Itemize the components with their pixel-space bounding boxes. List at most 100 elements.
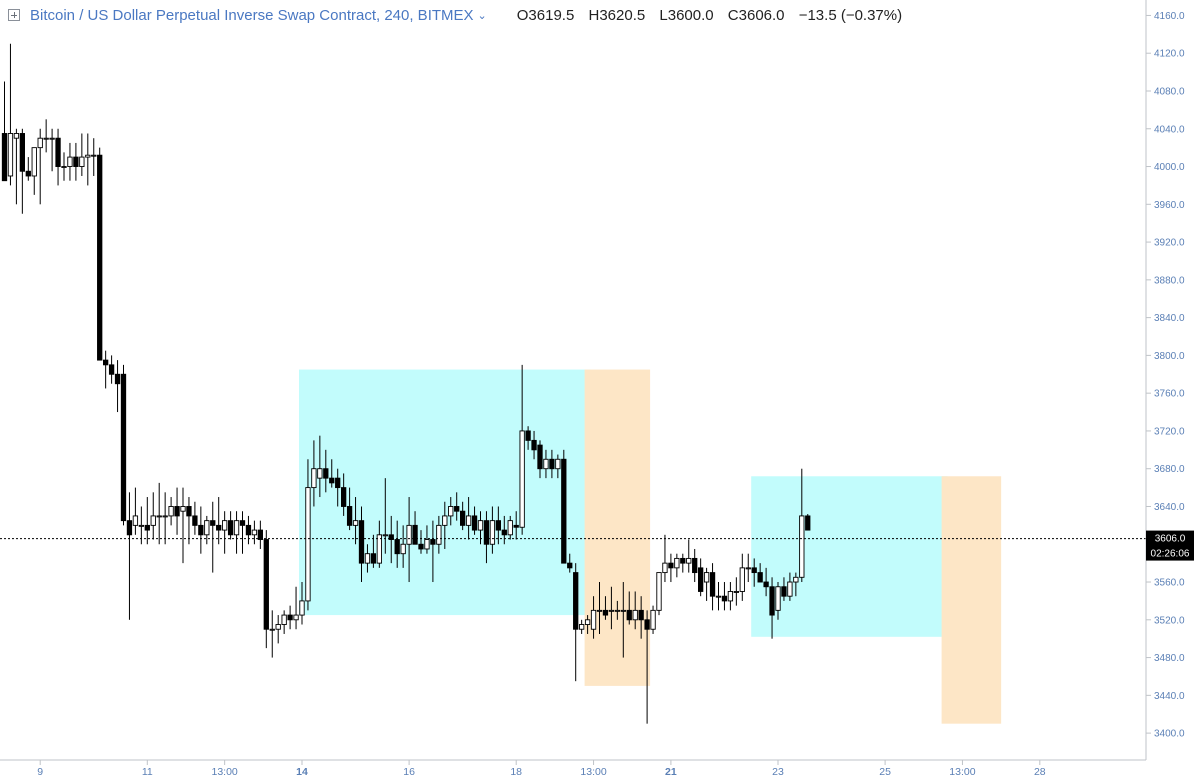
candle <box>656 572 662 616</box>
candle-body <box>763 581 769 588</box>
candle <box>25 157 31 181</box>
candle <box>644 610 650 724</box>
candle-body <box>638 609 644 621</box>
candle-body <box>144 524 150 531</box>
candle-body <box>751 567 757 574</box>
candle <box>519 364 525 535</box>
box-orange-2[interactable] <box>941 476 1002 724</box>
candle <box>311 440 317 507</box>
candle-body <box>632 609 638 621</box>
candle <box>686 539 692 573</box>
candle <box>186 497 192 545</box>
price-tick-label: 3440.0 <box>1154 691 1185 702</box>
candle-body <box>680 557 686 564</box>
time-tick-label: 13:00 <box>580 766 606 778</box>
candle <box>329 459 335 488</box>
box-cyan-1[interactable] <box>299 369 591 616</box>
candle <box>483 511 490 564</box>
candle <box>91 138 97 176</box>
candle <box>79 133 85 176</box>
price-tick-label: 3960.0 <box>1154 200 1185 211</box>
candle-body <box>257 529 263 540</box>
box-orange-1[interactable] <box>584 369 651 686</box>
candle-body <box>483 520 490 545</box>
candle-body <box>263 539 269 630</box>
candle-body <box>192 515 198 526</box>
candle-body <box>376 534 382 564</box>
price-tick-label: 3760.0 <box>1154 389 1185 400</box>
candle-body <box>25 170 31 177</box>
candle <box>138 506 144 545</box>
candle <box>465 497 472 540</box>
time-axis[interactable]: 9 11 13:00 14 16 18 13:00 21 23 25 13:00 28 <box>37 760 1046 778</box>
candle <box>299 582 305 625</box>
candle <box>335 468 341 507</box>
candle-body <box>37 137 43 149</box>
candle <box>454 492 460 521</box>
highlight-boxes <box>299 369 1002 724</box>
candle-body <box>525 430 531 441</box>
candle-body <box>216 524 222 531</box>
candle-body <box>567 562 573 569</box>
chevron-down-icon[interactable]: ⌄ <box>477 9 487 22</box>
candle-body <box>626 609 632 621</box>
price-tick-label: 3920.0 <box>1154 238 1185 249</box>
price-tick-label: 3560.0 <box>1154 578 1185 589</box>
candle-body <box>150 515 156 526</box>
candle <box>745 553 751 583</box>
price-tick-label: 4160.0 <box>1154 11 1185 22</box>
candle-body <box>757 572 763 583</box>
candle <box>638 596 644 639</box>
candle <box>210 501 216 573</box>
candle <box>721 582 728 611</box>
candle <box>275 615 281 644</box>
price-tick-label: 3800.0 <box>1154 351 1185 362</box>
candle-body <box>465 515 472 526</box>
candle-body <box>537 444 543 470</box>
candle <box>727 582 734 611</box>
candle-body <box>471 515 478 531</box>
close-value: 3606.0 <box>738 6 785 24</box>
time-tick-label: 13:00 <box>949 766 975 778</box>
expand-icon[interactable] <box>8 9 20 21</box>
candle <box>120 364 127 526</box>
candle <box>61 152 67 181</box>
candle-body <box>424 539 430 550</box>
box-cyan-2[interactable] <box>751 476 948 637</box>
candle-body <box>281 614 287 625</box>
symbol-title[interactable]: Bitcoin / US Dollar Perpetual Inverse Sw… <box>30 6 474 24</box>
candle-body <box>549 458 555 470</box>
price-tick-label: 3880.0 <box>1154 275 1185 286</box>
candle-body <box>489 520 496 545</box>
candle <box>204 515 210 545</box>
candle-body <box>91 154 97 157</box>
price-axis[interactable]: 4160.0 4120.0 4080.0 4040.0 4000.0 3960.0 3920… <box>1146 11 1185 740</box>
candle-body <box>531 439 537 451</box>
candle-body <box>79 156 85 167</box>
candle-body <box>477 520 484 531</box>
candle <box>501 515 507 545</box>
candle <box>471 506 478 535</box>
candle-body <box>221 520 228 531</box>
candle <box>352 497 359 545</box>
candle <box>168 497 174 526</box>
candle <box>257 520 263 549</box>
candle <box>805 514 811 531</box>
candle-body <box>602 609 609 616</box>
candle <box>668 553 674 583</box>
candle <box>31 147 37 195</box>
candle <box>787 572 793 601</box>
open-value: 3619.5 <box>528 6 575 24</box>
price-tick-label: 4080.0 <box>1154 86 1185 97</box>
candle-body <box>596 609 603 612</box>
candle-body <box>162 515 168 518</box>
candle-body <box>584 619 591 625</box>
candle-body <box>227 520 234 536</box>
candle-body <box>662 562 668 574</box>
candle <box>620 582 626 658</box>
candle <box>382 478 388 554</box>
candle <box>227 511 234 540</box>
candle-body <box>448 506 454 517</box>
candle <box>763 567 769 597</box>
